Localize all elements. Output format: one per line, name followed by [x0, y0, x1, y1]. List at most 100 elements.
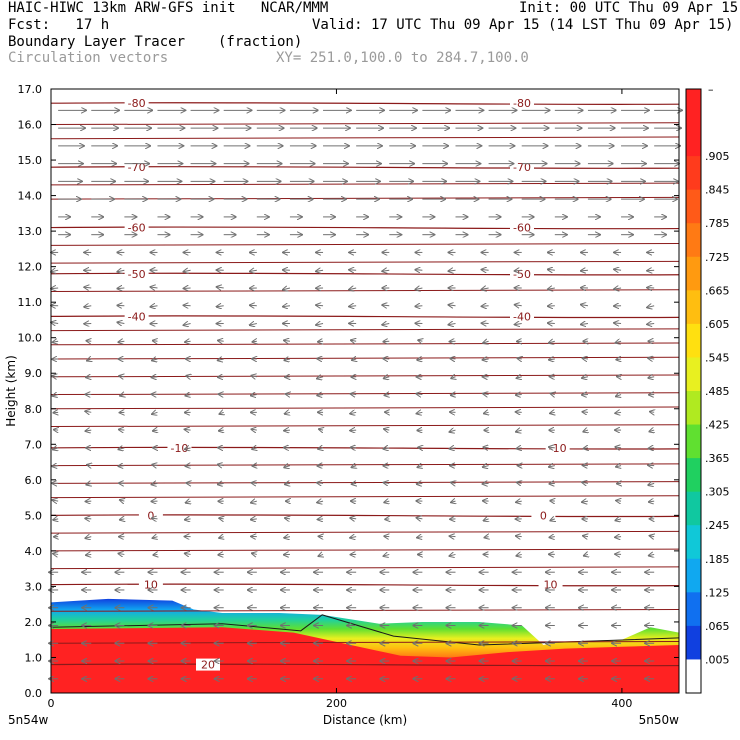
vector-arrow [152, 359, 157, 360]
vector-arrow [417, 412, 423, 413]
colorbar-label: .665 [705, 284, 730, 297]
vector-arrow [384, 429, 389, 430]
vector-arrow [218, 465, 224, 466]
vector-arrow [118, 448, 125, 450]
vector-arrow [119, 376, 124, 377]
colorbar: – .905 .845 .785 .725 .665 .605 .545 .485 .425 .36… [685, 83, 730, 694]
colorbar-swatch [686, 256, 701, 291]
vector-arrow [549, 466, 555, 467]
y-tick-label: 2.0 [25, 616, 43, 629]
vector-arrow [117, 270, 125, 272]
vector-arrow [218, 359, 224, 360]
isotherm-line [50, 243, 680, 246]
isotherm-label: -40 [513, 310, 531, 323]
colorbar-swatch [686, 290, 701, 325]
vector-arrow [218, 340, 224, 341]
vector-arrow [448, 305, 456, 306]
header-line1-right: Init: 00 UTC Thu 09 Apr 15 [519, 0, 739, 16]
vector-arrow [118, 341, 125, 342]
vector-arrow [284, 537, 291, 538]
colorbar-label: .785 [705, 217, 730, 230]
vector-arrow [382, 305, 390, 306]
vector-arrow [51, 270, 59, 272]
vector-arrow [451, 482, 456, 483]
isotherm-label: -10 [549, 442, 567, 455]
vector-arrow [384, 554, 390, 556]
vector-arrow [153, 537, 158, 538]
vector-arrow [251, 395, 257, 396]
vector-arrow [318, 448, 323, 449]
y-axis-label: Height (km) [4, 355, 18, 426]
vector-arrow [450, 430, 456, 432]
isotherm-label: -10 [170, 442, 188, 455]
vector-arrow [286, 394, 290, 395]
colorbar-top-label: – [708, 83, 714, 96]
isotherm-label: -60 [128, 222, 146, 235]
vector-arrow [284, 466, 291, 468]
vector-arrow [581, 270, 588, 271]
isotherm-line [50, 530, 680, 534]
isotherm-line [50, 260, 680, 264]
vector-arrow [649, 501, 655, 502]
vector-arrow [185, 395, 190, 396]
x-tick-label: 0 [48, 697, 55, 710]
y-tick-label: 15.0 [18, 154, 43, 167]
vector-arrow [650, 536, 655, 537]
vector-arrow [52, 500, 59, 501]
y-tick-label: 14.0 [18, 190, 43, 203]
vector-arrow [85, 537, 92, 539]
colorbar-label: .725 [705, 251, 730, 264]
vector-arrow [416, 394, 423, 395]
vector-arrow [217, 306, 224, 307]
vector-arrow [385, 395, 390, 396]
y-tick-label: 5.0 [25, 509, 43, 522]
vector-arrow [318, 554, 323, 556]
vector-arrow [614, 323, 622, 324]
colorbar-swatch [686, 659, 701, 694]
vector-arrow [185, 448, 191, 449]
vector-arrow [516, 430, 522, 432]
vector-arrow [482, 288, 489, 289]
vector-arrow [317, 483, 324, 484]
vector-arrow [252, 341, 256, 342]
isotherm-line [50, 548, 680, 552]
vector-arrow [648, 483, 655, 485]
vector-arrow [450, 554, 456, 556]
vector-arrow [285, 483, 290, 484]
colorbar-swatch [686, 625, 701, 660]
header-line2-left: Fcst: 17 h [8, 17, 110, 33]
vector-arrow [616, 466, 621, 467]
vector-arrow [548, 269, 555, 270]
colorbar-swatch [686, 156, 701, 191]
vector-arrow [217, 287, 224, 288]
vector-arrow [53, 519, 58, 520]
vector-arrow [87, 359, 91, 361]
isotherm-line [50, 640, 680, 644]
vector-arrow [582, 501, 589, 502]
vector-arrow [252, 483, 257, 484]
vector-arrow [417, 518, 423, 519]
vector-arrow [549, 359, 555, 360]
colorbar-label: .425 [705, 419, 730, 432]
vector-arrow [319, 429, 323, 430]
vector-arrow [87, 465, 91, 466]
vector-arrow [484, 519, 489, 521]
vector-arrow [582, 358, 589, 359]
vector-arrow [284, 430, 290, 431]
isotherm-label: -70 [513, 161, 531, 174]
vector-arrow [382, 323, 390, 324]
x-tick-label: 400 [611, 697, 632, 710]
vector-arrow [549, 537, 555, 538]
vector-arrow [648, 377, 655, 378]
vector-arrow [186, 376, 190, 377]
isotherm-line [50, 392, 680, 396]
vector-arrow [153, 341, 158, 342]
colorbar-swatch [686, 223, 701, 258]
endpoint-right-label: 5n50w [639, 713, 680, 727]
vector-arrow [185, 519, 191, 520]
vector-arrow [152, 465, 157, 466]
vector-arrow [418, 447, 422, 448]
vector-arrow [86, 341, 91, 342]
isotherm-label: 10 [144, 579, 158, 592]
colorbar-swatch [686, 491, 701, 526]
